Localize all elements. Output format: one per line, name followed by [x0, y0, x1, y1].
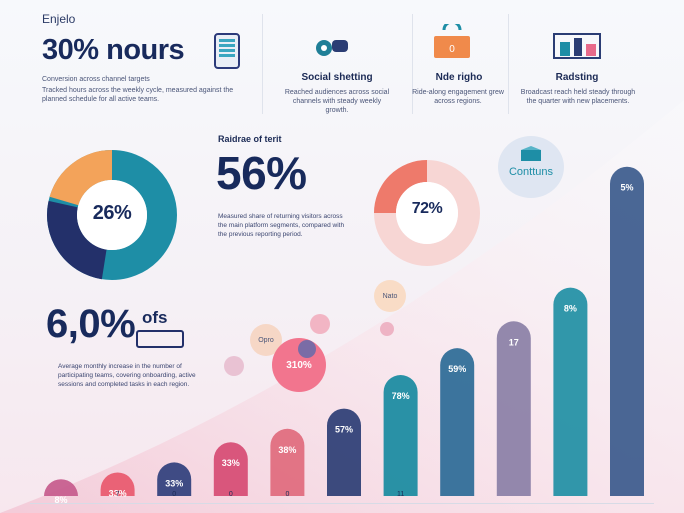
bar	[327, 408, 361, 496]
small-donut-label: 72%	[411, 200, 443, 217]
bubble-decor	[310, 314, 330, 334]
mid-stat-title: Raidrae of terit	[218, 134, 282, 144]
section-title-social: Social shetting	[301, 72, 373, 83]
section-title-broadcast: Radsting	[555, 72, 599, 83]
headline-stat: 30% nours	[42, 34, 185, 66]
tick-label: 0	[172, 491, 176, 498]
bar-group: 5%	[610, 166, 644, 496]
box-icon	[520, 146, 542, 167]
bar-label: 8%	[564, 304, 577, 314]
baseline	[30, 503, 654, 504]
bus-icon	[136, 330, 184, 348]
bubble-decor	[374, 280, 406, 312]
bar-group: 8%	[44, 479, 78, 505]
small-donut-chart	[374, 160, 480, 266]
tick-label: 0	[285, 491, 289, 498]
bar-label: 33%	[165, 478, 183, 488]
bar-group: 38% 0	[270, 428, 305, 498]
bar	[496, 321, 531, 496]
device-icon	[214, 33, 240, 69]
mid-stat-description: Measured share of returning visitors acr…	[218, 213, 345, 238]
bar	[440, 348, 475, 496]
bar	[553, 287, 588, 496]
bubble-label: Nato	[382, 293, 398, 300]
section-desc-broadcast: Broadcast reach held steady through the …	[520, 89, 636, 105]
bar-group: 78% 11	[383, 375, 418, 498]
main-donut-segment	[47, 200, 108, 280]
bar-label: 17	[509, 337, 519, 347]
bar	[213, 442, 248, 496]
bar-group: 8%	[553, 287, 588, 496]
left-stat-value: 6,0%	[46, 302, 136, 346]
bubble-decor	[224, 356, 244, 376]
bar	[383, 375, 418, 496]
left-stat-description: Average monthly increase in the number o…	[58, 363, 196, 388]
bubble-highlight-label: 310%	[286, 360, 312, 371]
bar-label: 78%	[392, 391, 410, 401]
headline-subtitle: Conversion across channel targets	[42, 76, 150, 83]
section-title-ride: Nde righo	[435, 72, 483, 83]
bar-group: 33% 0	[213, 442, 248, 498]
bar-label: 8%	[54, 495, 67, 505]
headline-description: Tracked hours across the weekly cycle, m…	[42, 87, 234, 103]
bubble-label: Opro	[258, 337, 274, 344]
bar-group: 17	[496, 321, 531, 496]
social-icon	[314, 34, 350, 67]
brand-name: Enjelo	[42, 12, 76, 26]
callout-label: Conttuns	[508, 166, 554, 178]
bar-label: 57%	[335, 425, 353, 435]
main-donut-label: 26%	[92, 202, 132, 224]
left-stat-suffix: ofs	[142, 308, 168, 327]
broadcast-icon	[552, 26, 602, 65]
bubble-decor	[380, 322, 394, 336]
tick-label: 7	[116, 491, 120, 498]
bar-label: 5%	[620, 183, 633, 193]
bar	[610, 166, 644, 496]
bubble-decor	[298, 340, 316, 358]
svg-text:0: 0	[449, 44, 455, 55]
bar	[100, 472, 135, 496]
tick-label: 11	[397, 491, 404, 498]
bar	[157, 462, 192, 496]
bar-group: 59%	[440, 348, 475, 496]
section-desc-ride: Ride-along engagement grew across region…	[412, 89, 504, 105]
bar-label: 33%	[222, 458, 240, 468]
bar-label: 38%	[278, 445, 296, 455]
mid-stat-value: 56%	[216, 147, 307, 199]
bar-group: 33%0	[157, 462, 192, 498]
bar-group: 57%	[327, 408, 361, 496]
bar-group: 33%7	[100, 472, 135, 498]
bar-label: 33%	[109, 488, 127, 498]
tick-label: 0	[229, 491, 233, 498]
section-desc-social: Reached audiences across social channels…	[284, 89, 390, 114]
bar-label: 59%	[448, 364, 466, 374]
bar	[270, 428, 305, 496]
main-donut-chart	[47, 150, 177, 280]
bar	[44, 479, 78, 497]
